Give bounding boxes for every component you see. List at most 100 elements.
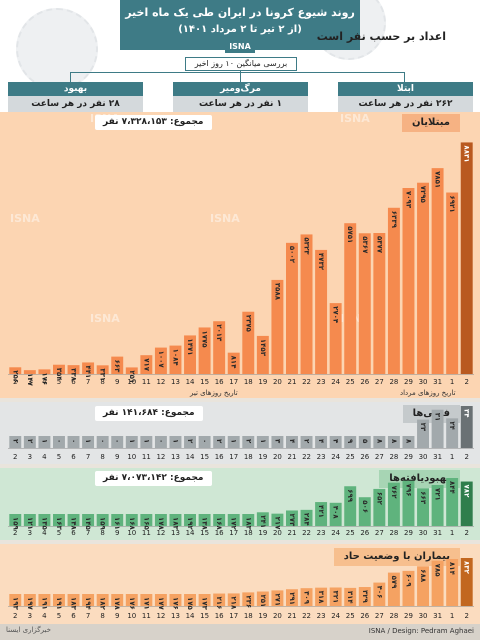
tick-label: 23 [317,529,326,537]
bar [417,182,429,374]
data-label: ۵ [361,439,369,444]
data-label: ۸۱۴ [448,562,456,576]
data-label: ۱۵۹ [11,517,19,531]
data-label: ۱۹۳ [11,597,19,611]
tick-label: 19 [258,612,267,620]
tick-label: 28 [389,612,398,620]
data-label: ۲۸۴ [303,513,311,527]
bar [111,514,124,526]
tick-label: 9 [115,453,119,461]
bar [96,365,109,374]
data-label: ۱۸۳ [70,597,78,611]
tick-label: 17 [229,378,238,386]
data-label: ۶۵۲ [375,492,383,506]
bar [329,587,342,606]
tick-label: 5 [57,378,61,386]
data-label: ۲۵۱ [128,370,136,383]
tick-label: 29 [404,529,413,537]
tick-label: 4 [42,612,47,620]
bar [387,482,400,526]
tick-label: 8 [100,529,104,537]
bar [111,436,124,448]
tick-label: 28 [389,378,398,386]
critical-panel: بیماران با وضعیت حاد ۱۹۳ 2 ۱۹۷ 3 ۱۹۱ 4 ۱۹۱ 5 ۱۸۳… [0,544,480,624]
data-label: ۱ [142,439,150,443]
data-label: ۱۷۸ [157,517,165,531]
data-label: ۱ [171,439,179,443]
tick-label: 9 [115,378,119,386]
bar [417,488,429,526]
data-label: ۳۵۴ [55,368,63,382]
tick-label: 25 [346,378,355,386]
bar [213,436,226,448]
bar [23,514,36,526]
critical-chart: ۱۹۳2۱۹۷3۱۹۱4۱۹۱5۱۸۳6۱۹۴7۱۸۲8۱۷۸9۱۷۶10۱۷۱… [8,558,474,620]
bar [125,367,138,374]
data-label: ۱۴۵ [84,517,92,531]
tick-label: 24 [331,453,340,461]
data-label: ۳۳۸ [70,368,78,382]
data-label: ۱۶۱ [113,517,121,530]
tick-label: 7 [86,529,90,537]
bar [38,514,51,526]
bar [67,514,80,526]
tick-label: 22 [302,378,311,386]
tick-label: 2 [464,612,468,620]
watermark: ISNA [10,212,40,225]
bar [402,188,415,374]
section-title: بیماران با وضعیت حاد [333,548,460,566]
tick-label: 22 [302,529,311,537]
tick-label: 13 [171,453,180,461]
data-label: ۲ [215,439,223,444]
recovered-panel: بهبودیافته‌ها مجموع: ۷،۰۷۳،۱۴۲ نفر ۱۵۹ 2 ۱… [0,468,480,540]
bar [213,514,226,526]
tick-label: 30 [419,453,428,461]
connector-line [404,72,405,82]
tick-label: 29 [404,612,413,620]
tick-label: 5 [57,453,61,461]
data-label: ۱۷۸ [113,597,121,611]
stat-label: ابتلا [338,82,473,96]
tick-label: 21 [288,453,297,461]
data-label: ۵۳۷۷ [375,236,383,254]
header: روند شیوع کرونا در ایران طی یک ماه اخیر … [0,0,480,112]
tick-label: 19 [258,378,267,386]
tick-label: 24 [331,529,340,537]
bar [154,436,167,448]
data-label: ۵۰۶ [361,500,369,513]
bar [227,436,240,448]
bar [300,588,313,606]
bar [417,566,429,606]
data-label: ۱ [40,439,48,443]
bar [9,514,22,526]
tick-label: 12 [156,612,165,620]
tick-label: 16 [215,453,224,461]
tick-label: 11 [142,378,151,386]
data-label: ۰ [157,439,165,443]
tick-label: 4 [42,378,47,386]
bar [373,436,386,448]
tick-label: 24 [331,378,340,386]
data-label: ۳۰۹ [303,591,311,605]
bar [154,514,167,526]
design-credit: ISNA / Design: Pedram Aghaei [368,627,474,635]
data-label: ۲ [303,439,311,444]
stat-value: ۲۶۲ نفر در هر ساعت [338,96,473,112]
tick-label: 9 [115,529,119,537]
tick-label: 25 [346,453,355,461]
bar [23,594,36,606]
bar [9,594,22,606]
data-label: ۶۸۸ [419,569,427,583]
tick-label: 25 [346,612,355,620]
tick-label: 6 [71,378,76,386]
data-label: ۳۲۱ [332,590,340,603]
tick-label: 14 [186,612,195,620]
tick-label: 31 [433,378,442,386]
bar [315,587,328,606]
bar [460,558,473,606]
agency-badge: ISNA [225,41,255,53]
data-label: ۶۰۹ [404,574,412,588]
tick-label: 3 [28,529,32,537]
data-label: ۲۳۷۵ [244,315,252,333]
tick-label: 9 [115,612,119,620]
